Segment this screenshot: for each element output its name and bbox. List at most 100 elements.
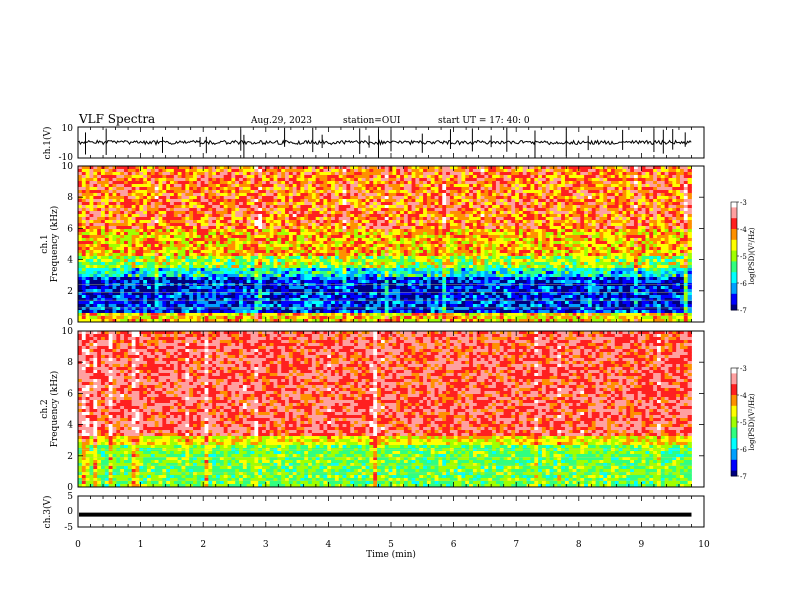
spectrogram-cell: [626, 232, 631, 236]
spectrogram-cell: [637, 241, 643, 245]
spectrogram-cell: [97, 187, 102, 191]
spectrogram-cell: [219, 166, 225, 170]
spectrogram-cell: [465, 235, 470, 239]
spectrogram-cell: [193, 241, 198, 245]
spectrogram-cell: [472, 190, 478, 194]
spectrogram-cell: [484, 190, 489, 194]
spectrogram-cell: [104, 226, 110, 230]
spectrogram-cell: [426, 199, 432, 203]
spectrogram-cell: [246, 184, 251, 188]
spectrogram-cell: [223, 184, 228, 188]
spectrogram-cell: [354, 190, 359, 194]
spectrogram-cell: [541, 178, 547, 182]
spectrogram-cell: [687, 187, 692, 191]
spectrogram-cell: [269, 208, 274, 212]
spectrogram-cell: [101, 229, 106, 233]
spectrogram-cell: [469, 244, 474, 248]
spectrogram-cell: [614, 205, 620, 209]
spectrogram-cell: [334, 202, 340, 206]
spectrogram-cell: [423, 196, 428, 200]
spectrogram-cell: [338, 247, 343, 251]
spectrogram-cell: [453, 181, 458, 185]
spectrogram-cell: [472, 205, 478, 209]
spectrogram-cell: [400, 196, 405, 200]
spectrogram-cell: [411, 166, 416, 170]
spectrogram-cell: [384, 166, 389, 170]
spectrogram-cell: [373, 196, 378, 200]
spectrogram-cell: [223, 208, 228, 212]
spectrogram-cell: [227, 235, 232, 239]
spectrogram-cell: [564, 181, 570, 185]
spectrogram-cell: [131, 178, 136, 182]
spectrogram-cell: [587, 217, 593, 221]
spectrogram-cell: [633, 214, 639, 218]
spectrogram-cell: [319, 238, 324, 242]
spectrogram-cell: [622, 238, 627, 242]
spectrogram-cell: [419, 187, 424, 191]
spectrogram-cell: [656, 253, 662, 257]
spectrogram-cell: [380, 196, 386, 200]
spectrogram-cell: [419, 190, 424, 194]
spectrogram-cell: [614, 181, 620, 185]
spectrogram-cell: [480, 208, 485, 212]
spectrogram-cell: [357, 244, 363, 248]
spectrogram-cell: [495, 229, 501, 233]
spectrogram-cell: [618, 229, 623, 233]
spectrogram-cell: [373, 223, 378, 227]
spectrogram-cell: [534, 175, 539, 179]
spectrogram-cell: [438, 211, 443, 215]
spectrogram-cell: [331, 172, 336, 176]
spectrogram-cell: [216, 223, 221, 227]
spectrogram-cell: [499, 250, 504, 254]
spectrogram-cell: [319, 175, 324, 179]
spectrogram-cell: [626, 247, 631, 251]
spectrogram-cell: [434, 199, 439, 203]
spectrogram-cell: [81, 181, 87, 185]
spectrogram-cell: [392, 250, 397, 254]
spectrogram-cell: [534, 253, 539, 257]
spectrogram-cell: [626, 217, 631, 221]
spectrogram-cell: [104, 253, 110, 257]
spectrogram-cell: [492, 253, 497, 257]
spectrogram-cell: [687, 178, 692, 182]
spectrogram-cell: [147, 202, 152, 206]
spectrogram-cell: [258, 217, 263, 221]
spectrogram-cell: [469, 169, 474, 173]
spectrogram-cell: [93, 253, 98, 257]
spectrogram-cell: [534, 217, 539, 221]
spectrogram-cell: [246, 172, 251, 176]
spectrogram-cell: [354, 226, 359, 230]
spectrogram-cell: [572, 235, 577, 239]
spectrogram-cell: [189, 205, 194, 209]
spectrogram-cell: [189, 238, 194, 242]
spectrogram-cell: [288, 190, 294, 194]
spectrogram-cell: [461, 202, 466, 206]
spectrogram-cell: [423, 169, 428, 173]
spectrogram-cell: [469, 172, 474, 176]
spectrogram-cell: [154, 226, 159, 230]
spectrogram-cell: [415, 175, 420, 179]
spectrogram-cell: [660, 193, 666, 197]
spectrogram-cell: [204, 184, 209, 188]
spectrogram-cell: [664, 169, 669, 173]
spectrogram-cell: [158, 175, 163, 179]
spectrogram-cell: [687, 235, 692, 239]
spectrogram-cell: [281, 190, 286, 194]
spectrogram-cell: [423, 250, 428, 254]
spectrogram-cell: [212, 184, 217, 188]
spectrogram-cell: [285, 244, 290, 248]
spectrogram-cell: [576, 244, 581, 248]
spectrogram-cell: [311, 193, 317, 197]
spectrogram-cell: [660, 244, 666, 248]
spectrogram-cell: [457, 217, 462, 221]
spectrogram-cell: [465, 190, 470, 194]
spectrogram-cell: [185, 238, 190, 242]
spectrogram-cell: [246, 205, 251, 209]
spectrogram-cell: [630, 253, 635, 257]
spectrogram-cell: [545, 241, 551, 245]
spectrogram-cell: [112, 241, 117, 245]
spectrogram-cell: [288, 211, 294, 215]
spectrogram-cell: [311, 235, 317, 239]
spectrogram-cell: [323, 172, 328, 176]
spectrogram-cell: [419, 175, 424, 179]
